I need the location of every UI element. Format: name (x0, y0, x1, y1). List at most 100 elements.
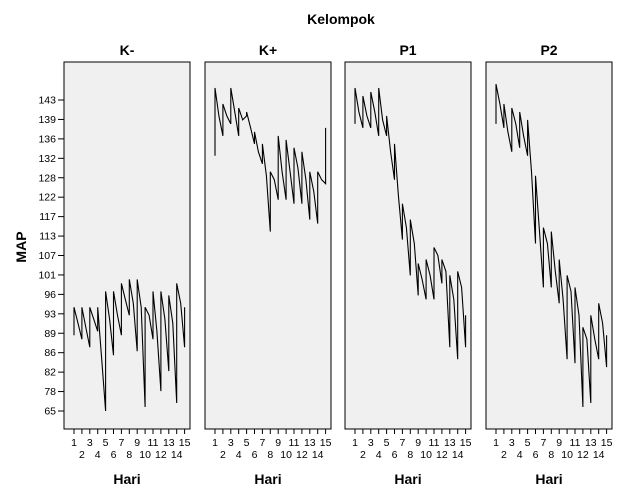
x-tick-label: 12 (296, 449, 308, 461)
y-tick-label: 122 (38, 192, 56, 204)
x-tick-label: 1 (352, 437, 358, 449)
panel-title: P1 (399, 42, 416, 58)
x-tick-label: 11 (570, 437, 581, 449)
x-tick-label: 9 (415, 437, 421, 449)
x-tick-label: 13 (163, 437, 175, 449)
x-tick-label: 9 (556, 437, 562, 449)
x-tick-label: 3 (228, 437, 234, 449)
x-tick-label: 6 (252, 449, 258, 461)
y-tick-label: 82 (44, 367, 56, 379)
x-tick-label: 6 (533, 449, 539, 461)
x-tick-label: 10 (561, 449, 573, 461)
y-tick-label: 113 (39, 231, 56, 243)
x-tick-label: 9 (134, 437, 140, 449)
x-tick-label: 7 (259, 437, 265, 449)
y-tick-label: 65 (44, 406, 56, 418)
y-axis: 65 78 82 86 89 93 96 101 107 113 117 122 128 132 136 13… (38, 95, 64, 418)
x-tick-label: 13 (585, 437, 597, 449)
x-tick-label: 5 (103, 437, 109, 449)
x-tick-label: 8 (407, 449, 413, 461)
panel-title: K+ (259, 42, 277, 58)
x-tick-label: 15 (179, 437, 191, 449)
y-tick-label: 96 (44, 289, 56, 301)
x-tick-label: 11 (289, 437, 300, 449)
series-line-K+ (214, 87, 327, 232)
x-tick-label: 5 (244, 437, 250, 449)
series-line-K- (73, 279, 186, 412)
y-tick-label: 143 (38, 95, 56, 107)
x-tick-label: 1 (212, 437, 218, 449)
x-tick-label: 11 (148, 437, 159, 449)
y-tick-label: 107 (38, 250, 56, 262)
x-tick-label: 14 (171, 449, 183, 461)
x-tick-label: 4 (517, 449, 523, 461)
x-tick-label: 4 (95, 449, 101, 461)
x-tick-label: 2 (501, 449, 507, 461)
x-tick-label: 12 (155, 449, 167, 461)
x-tick-label: 13 (444, 437, 456, 449)
x-tick-label: 15 (460, 437, 472, 449)
y-tick-label: 128 (38, 172, 56, 184)
x-tick-label: 1 (71, 437, 77, 449)
x-tick-label: 6 (392, 449, 398, 461)
x-tick-label: 5 (384, 437, 390, 449)
x-axis-label: Hari (535, 471, 562, 487)
x-tick-label: 10 (139, 449, 151, 461)
panel-background (204, 61, 332, 430)
x-tick-label: 12 (436, 449, 448, 461)
x-tick-label: 11 (429, 437, 440, 449)
x-tick-label: 8 (126, 449, 132, 461)
x-tick-label: 6 (111, 449, 117, 461)
panel-background (63, 61, 191, 430)
x-tick-label: 15 (601, 437, 613, 449)
y-tick-label: 78 (44, 386, 56, 398)
x-tick-label: 15 (320, 437, 332, 449)
x-tick-label: 14 (593, 449, 605, 461)
panel-background (485, 61, 613, 430)
x-tick-label: 10 (420, 449, 432, 461)
x-tick-label: 7 (540, 437, 546, 449)
panel-title: P2 (540, 42, 557, 58)
x-tick-label: 2 (220, 449, 226, 461)
x-tick-label: 14 (452, 449, 464, 461)
x-tick-label: 14 (312, 449, 324, 461)
x-tick-label: 2 (360, 449, 366, 461)
series-line-P1 (354, 87, 467, 360)
x-tick-label: 3 (87, 437, 93, 449)
x-tick-label: 4 (376, 449, 382, 461)
y-tick-label: 86 (44, 347, 56, 359)
y-tick-label: 132 (38, 153, 56, 165)
x-tick-label: 4 (236, 449, 242, 461)
y-axis-label: MAP (13, 231, 29, 262)
y-tick-label: 93 (44, 308, 56, 320)
facet-title: Kelompok (307, 11, 375, 27)
y-tick-label: 136 (38, 133, 56, 145)
x-tick-label: 12 (577, 449, 589, 461)
x-tick-label: 3 (368, 437, 374, 449)
x-axis-label: Hari (254, 471, 281, 487)
y-tick-label: 139 (38, 114, 56, 126)
x-tick-label: 8 (548, 449, 554, 461)
x-tick-label: 10 (280, 449, 292, 461)
series-line-P2 (495, 83, 608, 408)
x-axis-label: Hari (113, 471, 140, 487)
x-axis-label: Hari (394, 471, 421, 487)
y-tick-label: 89 (44, 328, 56, 340)
y-tick-label: 117 (39, 211, 56, 223)
panel-title: K- (120, 42, 135, 58)
x-tick-label: 8 (267, 449, 273, 461)
x-tick-label: 13 (304, 437, 316, 449)
y-tick-label: 101 (38, 269, 56, 281)
x-tick-label: 9 (275, 437, 281, 449)
x-tick-label: 7 (399, 437, 405, 449)
x-tick-label: 2 (79, 449, 85, 461)
x-tick-label: 3 (509, 437, 515, 449)
x-tick-label: 1 (493, 437, 499, 449)
x-tick-label: 7 (118, 437, 124, 449)
